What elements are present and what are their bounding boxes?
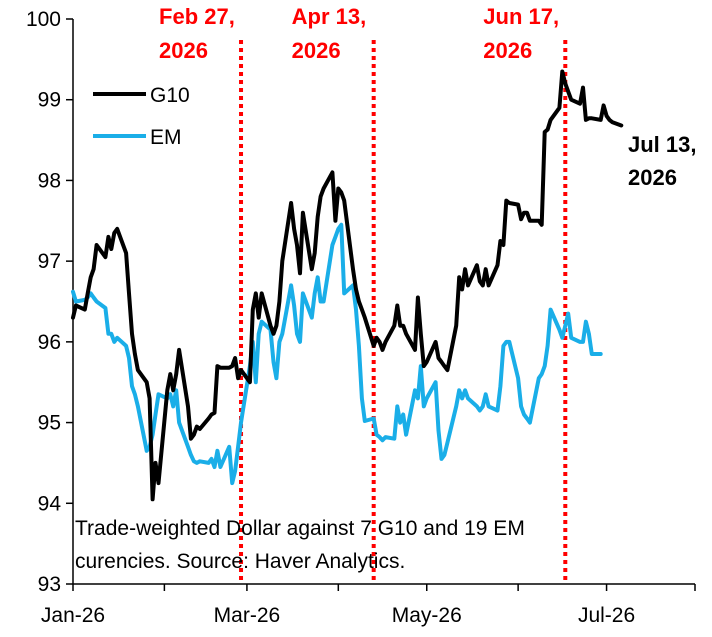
end-label-line2: 2026 bbox=[628, 165, 677, 190]
y-tick-label: 98 bbox=[38, 169, 61, 192]
end-label: Jul 13, 2026 bbox=[628, 132, 696, 190]
y-tick-label: 94 bbox=[38, 492, 62, 515]
event-label-line1: Jun 17, bbox=[483, 4, 559, 29]
y-tick-label: 96 bbox=[38, 331, 61, 354]
event-lines: Feb 27, 2026 Apr 13, 2026 Jun 17, 2026 bbox=[159, 4, 568, 584]
y-tick-label: 95 bbox=[38, 412, 61, 435]
y-tick-label: 100 bbox=[26, 8, 61, 31]
x-tick-label: May-26 bbox=[392, 604, 462, 627]
x-axis: Jan-26 Mar-26 May-26 Jul-26 bbox=[41, 583, 696, 627]
y-tick-label: 99 bbox=[38, 89, 61, 112]
event-label-line1: Apr 13, bbox=[292, 4, 367, 29]
y-tick-label: 97 bbox=[38, 250, 61, 273]
legend-label-em: EM bbox=[150, 126, 182, 149]
y-tick-label: 93 bbox=[38, 573, 61, 596]
legend-label-g10: G10 bbox=[150, 84, 190, 107]
x-tick-label: Mar-26 bbox=[214, 604, 281, 627]
x-tick-label: Jan-26 bbox=[41, 604, 105, 627]
event-label-line2: 2026 bbox=[159, 38, 208, 63]
end-label-line1: Jul 13, bbox=[628, 132, 696, 157]
event-label-line1: Feb 27, bbox=[159, 4, 235, 29]
event-label-line2: 2026 bbox=[483, 38, 532, 63]
series-line-em bbox=[71, 222, 603, 486]
y-axis: 93 94 95 96 97 98 99 100 bbox=[26, 8, 74, 596]
event-label-line2: 2026 bbox=[292, 38, 341, 63]
series-layer bbox=[71, 69, 624, 502]
legend: G10 EM bbox=[93, 84, 190, 149]
series-line-g10 bbox=[71, 69, 624, 502]
source-note-line2: curencies. Source: Haver Analytics. bbox=[75, 550, 405, 573]
source-note: Trade-weighted Dollar against 7 G10 and … bbox=[75, 517, 525, 573]
source-note-line1: Trade-weighted Dollar against 7 G10 and … bbox=[75, 517, 525, 540]
x-tick-label: Jul-26 bbox=[578, 604, 635, 627]
